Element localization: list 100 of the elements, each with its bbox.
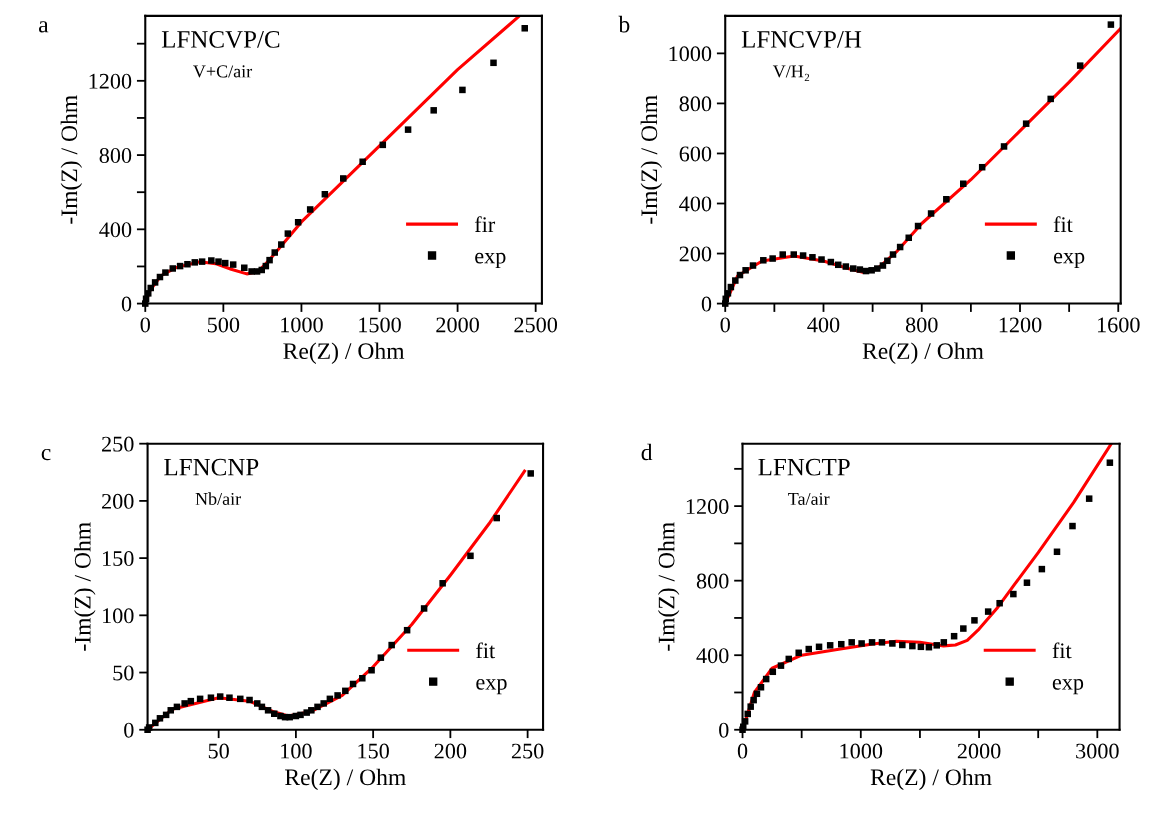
x-tick-label: 1500 [359, 317, 401, 333]
point [909, 642, 916, 650]
point [799, 252, 807, 259]
point [377, 654, 385, 661]
point [207, 694, 215, 701]
point [334, 692, 341, 699]
point [264, 707, 272, 714]
point [229, 261, 237, 268]
point [191, 259, 199, 266]
annotation: Ta/air [788, 492, 830, 506]
point [838, 640, 845, 648]
point [747, 703, 754, 710]
y-tick-label: 0 [701, 296, 712, 312]
point [271, 710, 278, 717]
point [933, 642, 940, 649]
point [368, 666, 375, 674]
point [226, 694, 233, 701]
x-tick-label: 1000 [281, 317, 323, 333]
annotation: V/H₂ [772, 65, 810, 81]
point [147, 284, 154, 292]
y-tick-label: 200 [102, 493, 134, 509]
annotation: LFNCVP/H [741, 31, 862, 48]
point [879, 262, 887, 269]
y-tick-label: 250 [102, 436, 134, 452]
x-tick-label: 0 [737, 743, 748, 759]
point [467, 552, 474, 560]
point [732, 277, 739, 284]
y-tick-label: 800 [99, 148, 132, 163]
point [342, 687, 349, 695]
point [284, 230, 292, 237]
x-tick-label: 150 [358, 743, 389, 759]
point [996, 599, 1003, 607]
point [306, 206, 314, 213]
x-tick-label: 2000 [436, 317, 479, 333]
chart-title: c [41, 448, 51, 461]
point [490, 59, 497, 67]
point [314, 703, 321, 711]
point [1022, 120, 1030, 127]
y-tick-label: 400 [99, 222, 132, 238]
x-tick-label: 1000 [840, 743, 883, 759]
point [320, 700, 327, 707]
point [742, 267, 749, 274]
point [297, 711, 304, 719]
point [874, 265, 881, 272]
point [266, 256, 273, 264]
annotation: LFNCVP/C [161, 31, 280, 48]
point [795, 649, 802, 657]
x-tick-label: 1200 [999, 317, 1042, 333]
point [927, 210, 935, 217]
point [216, 693, 224, 700]
x-tick-label: 500 [207, 317, 240, 333]
point [1106, 459, 1114, 466]
x-axis-title: Re(Z) / Ohm [862, 342, 984, 364]
y-tick-label: 0 [121, 296, 132, 312]
point [1085, 495, 1093, 502]
point [889, 251, 897, 258]
point [960, 625, 967, 632]
x-tick-label: 250 [511, 743, 544, 759]
legend-label: fir [474, 216, 496, 232]
point [889, 640, 896, 647]
x-tick-label: 50 [208, 743, 229, 759]
point [388, 641, 395, 649]
chart-title: d [641, 443, 653, 461]
point [167, 707, 175, 714]
x-tick-label: 2500 [514, 317, 558, 333]
point [521, 25, 528, 32]
annotation: Nb/air [195, 492, 242, 506]
point [308, 707, 315, 714]
point [215, 258, 222, 265]
y-tick-label: 150 [103, 551, 134, 567]
point [878, 639, 886, 646]
point [1000, 143, 1008, 150]
point [151, 279, 159, 286]
y-tick-label: 200 [679, 246, 712, 262]
point [359, 675, 366, 682]
point [749, 262, 757, 269]
point [1023, 579, 1031, 586]
point [359, 158, 366, 166]
point [960, 180, 967, 187]
annotation: V+C/air [193, 65, 253, 78]
point [741, 718, 749, 725]
y-tick-label: 400 [696, 648, 729, 664]
point [769, 255, 776, 262]
x-tick-label: 800 [905, 317, 938, 333]
point [777, 662, 785, 669]
point [760, 257, 767, 264]
point [849, 265, 857, 272]
point [856, 266, 864, 273]
y-tick-label: 800 [679, 96, 712, 112]
point [286, 713, 293, 721]
y-tick-label: 800 [696, 573, 729, 589]
x-tick-label: 2000 [957, 743, 1001, 759]
point [984, 608, 992, 615]
point [818, 256, 825, 263]
point [1107, 21, 1115, 28]
point [156, 715, 164, 722]
point [1047, 95, 1054, 103]
point [848, 639, 855, 646]
y-axis-title: -Im(Z) / Ohm [60, 95, 83, 224]
point [971, 617, 978, 624]
